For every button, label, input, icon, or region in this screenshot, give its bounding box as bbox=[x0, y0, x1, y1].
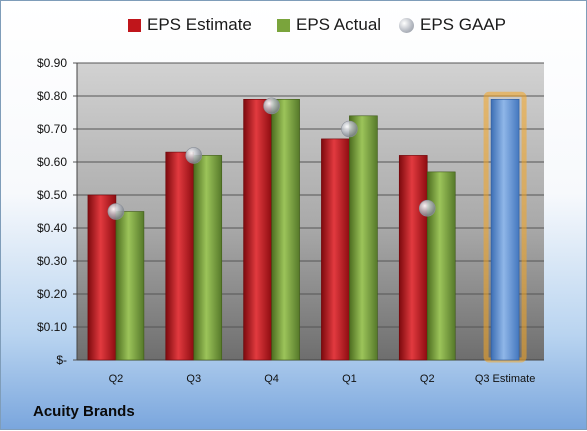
y-tick-label: $0.70 bbox=[37, 122, 67, 136]
legend-swatch-eps-actual bbox=[277, 18, 290, 32]
x-tick-label: Q3 Estimate bbox=[475, 373, 536, 385]
bar-eps-actual bbox=[115, 211, 145, 361]
x-tick-label: Q4 bbox=[264, 373, 279, 385]
y-tick-label: $0.90 bbox=[37, 56, 67, 70]
x-tick-label: Q1 bbox=[342, 373, 357, 385]
legend-label-eps-gaap: EPS GAAP bbox=[420, 15, 506, 34]
y-tick-label: $- bbox=[56, 353, 67, 367]
y-tick-label: $0.10 bbox=[37, 320, 67, 334]
legend-swatch-eps-gaap bbox=[399, 17, 414, 33]
bar-eps-actual bbox=[193, 155, 223, 361]
bar-eps-actual bbox=[349, 115, 378, 361]
x-tick-label: Q2 bbox=[420, 373, 435, 385]
bar-eps-estimate bbox=[398, 155, 428, 361]
x-tick-label: Q3 bbox=[186, 373, 201, 385]
bar-eps-actual bbox=[426, 171, 456, 361]
y-tick-label: $0.80 bbox=[37, 89, 67, 103]
marker-eps-gaap bbox=[263, 97, 280, 115]
bar-eps-estimate bbox=[243, 99, 272, 361]
marker-eps-gaap bbox=[185, 147, 203, 164]
legend-swatch-eps-estimate bbox=[128, 18, 141, 32]
legend-item-eps-gaap: EPS GAAP bbox=[399, 15, 506, 35]
legend-label-eps-estimate: EPS Estimate bbox=[147, 15, 252, 34]
chart-legend: EPS Estimate EPS Actual EPS GAAP bbox=[1, 15, 587, 45]
legend-label-eps-actual: EPS Actual bbox=[296, 15, 382, 34]
marker-eps-gaap bbox=[418, 199, 436, 217]
marker-eps-gaap bbox=[341, 120, 358, 138]
bar-eps-estimate bbox=[165, 151, 195, 361]
y-tick-label: $0.50 bbox=[37, 188, 67, 202]
bar-eps-estimate-highlighted bbox=[490, 99, 520, 361]
bar-eps-actual bbox=[271, 99, 300, 361]
y-tick-label: $0.20 bbox=[37, 287, 67, 301]
x-tick-label: Q2 bbox=[109, 373, 124, 385]
y-tick-label: $0.30 bbox=[37, 254, 67, 268]
y-tick-label: $0.60 bbox=[37, 155, 67, 169]
plot-area bbox=[77, 63, 544, 360]
bar-eps-estimate bbox=[87, 194, 117, 361]
legend-item-eps-estimate: EPS Estimate bbox=[128, 15, 252, 35]
y-tick-label: $0.40 bbox=[37, 221, 67, 235]
marker-eps-gaap bbox=[107, 203, 125, 220]
legend-item-eps-actual: EPS Actual bbox=[277, 15, 381, 35]
company-name: Acuity Brands bbox=[33, 403, 135, 420]
bar-eps-estimate bbox=[321, 138, 350, 361]
